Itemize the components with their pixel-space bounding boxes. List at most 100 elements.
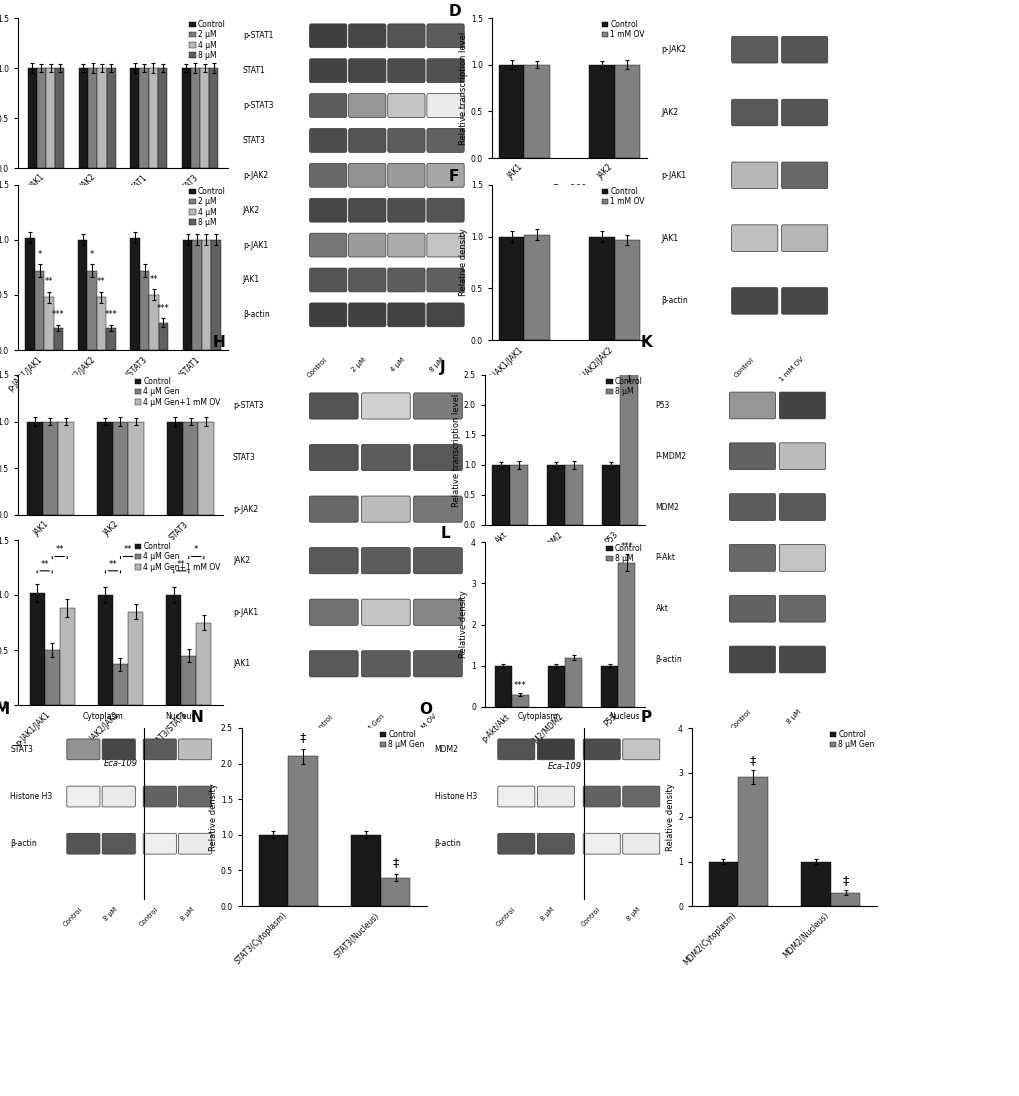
FancyBboxPatch shape bbox=[427, 24, 464, 48]
FancyBboxPatch shape bbox=[387, 269, 425, 292]
Text: Control: Control bbox=[730, 708, 752, 730]
Text: MDM2: MDM2 bbox=[655, 503, 679, 512]
FancyBboxPatch shape bbox=[361, 548, 410, 574]
FancyBboxPatch shape bbox=[309, 163, 346, 187]
Legend: Control, 8 μM Gen: Control, 8 μM Gen bbox=[379, 730, 425, 750]
Text: Histone H3: Histone H3 bbox=[10, 792, 53, 801]
X-axis label: Eca-109: Eca-109 bbox=[552, 386, 586, 395]
Bar bbox=[149, 295, 159, 350]
FancyBboxPatch shape bbox=[309, 445, 358, 470]
Bar bbox=[602, 465, 620, 525]
Legend: Control, 8 μM: Control, 8 μM bbox=[605, 544, 643, 564]
Text: p-STAT3: p-STAT3 bbox=[243, 101, 273, 110]
Text: Control: Control bbox=[580, 906, 601, 927]
FancyBboxPatch shape bbox=[413, 548, 462, 574]
Text: p-JAK2: p-JAK2 bbox=[661, 45, 686, 54]
Bar bbox=[259, 835, 288, 906]
Text: JAK1: JAK1 bbox=[243, 275, 260, 285]
Text: 8 μM: 8 μM bbox=[179, 906, 195, 922]
FancyBboxPatch shape bbox=[67, 739, 100, 760]
Bar bbox=[614, 65, 639, 158]
Text: 4 μM Gen: 4 μM Gen bbox=[358, 713, 385, 741]
Text: **: ** bbox=[55, 546, 64, 555]
Text: **: ** bbox=[109, 560, 117, 569]
Legend: Control, 2 μM, 4 μM, 8 μM: Control, 2 μM, 4 μM, 8 μM bbox=[189, 20, 226, 60]
FancyBboxPatch shape bbox=[537, 833, 574, 854]
FancyBboxPatch shape bbox=[387, 59, 425, 82]
Y-axis label: Relative transcription level: Relative transcription level bbox=[459, 32, 468, 145]
Text: ‡: ‡ bbox=[300, 731, 306, 744]
FancyBboxPatch shape bbox=[623, 833, 659, 854]
Bar bbox=[106, 328, 115, 350]
FancyBboxPatch shape bbox=[731, 287, 777, 315]
Bar bbox=[492, 465, 510, 525]
FancyBboxPatch shape bbox=[361, 600, 410, 626]
Text: **: ** bbox=[177, 560, 185, 569]
Bar bbox=[351, 835, 380, 906]
FancyBboxPatch shape bbox=[729, 392, 774, 419]
Text: O: O bbox=[419, 703, 432, 717]
FancyBboxPatch shape bbox=[731, 100, 777, 126]
Text: ***: *** bbox=[104, 310, 117, 319]
Bar bbox=[800, 861, 829, 906]
FancyBboxPatch shape bbox=[427, 198, 464, 222]
FancyBboxPatch shape bbox=[178, 786, 212, 807]
FancyBboxPatch shape bbox=[537, 739, 574, 760]
Bar bbox=[45, 650, 60, 705]
FancyBboxPatch shape bbox=[309, 269, 346, 292]
X-axis label: Eca-109: Eca-109 bbox=[547, 762, 582, 770]
Text: β-actin: β-actin bbox=[661, 296, 688, 306]
Bar bbox=[565, 658, 582, 707]
Bar bbox=[196, 623, 211, 705]
Text: JAK2: JAK2 bbox=[243, 206, 260, 215]
FancyBboxPatch shape bbox=[387, 163, 425, 187]
Text: Control: Control bbox=[306, 356, 328, 378]
Bar bbox=[130, 238, 140, 350]
Bar bbox=[211, 240, 220, 350]
FancyBboxPatch shape bbox=[731, 36, 777, 64]
Legend: Control, 4 μM Gen, 4 μM Gen+1 mM OV: Control, 4 μM Gen, 4 μM Gen+1 mM OV bbox=[135, 377, 221, 408]
Text: **: ** bbox=[97, 277, 106, 286]
Text: ***: *** bbox=[514, 681, 526, 689]
Bar bbox=[512, 695, 528, 707]
FancyBboxPatch shape bbox=[413, 600, 462, 626]
Bar bbox=[181, 655, 196, 705]
Text: Control: Control bbox=[139, 906, 160, 927]
Bar bbox=[43, 422, 58, 515]
FancyBboxPatch shape bbox=[102, 786, 136, 807]
Text: Nucleus: Nucleus bbox=[608, 712, 639, 721]
Bar bbox=[202, 240, 211, 350]
X-axis label: Eca-109: Eca-109 bbox=[103, 758, 138, 767]
Text: *: * bbox=[194, 546, 199, 555]
Text: JAK1: JAK1 bbox=[661, 233, 679, 242]
Bar bbox=[181, 68, 191, 168]
Text: M: M bbox=[0, 703, 9, 717]
Text: 4 μM: 4 μM bbox=[389, 356, 406, 373]
FancyBboxPatch shape bbox=[309, 233, 346, 256]
Y-axis label: Relative density: Relative density bbox=[459, 229, 468, 296]
FancyBboxPatch shape bbox=[779, 443, 824, 470]
Text: L: L bbox=[440, 525, 449, 540]
Text: P: P bbox=[640, 710, 651, 726]
Bar bbox=[182, 422, 198, 515]
FancyBboxPatch shape bbox=[583, 786, 620, 807]
Bar bbox=[106, 68, 116, 168]
Bar bbox=[88, 68, 97, 168]
FancyBboxPatch shape bbox=[781, 225, 827, 251]
Bar bbox=[140, 68, 149, 168]
Bar bbox=[37, 68, 46, 168]
Bar bbox=[191, 68, 200, 168]
FancyBboxPatch shape bbox=[427, 59, 464, 82]
Text: F: F bbox=[448, 170, 459, 184]
Legend: Control, 8 μM Gen: Control, 8 μM Gen bbox=[828, 730, 874, 750]
Bar bbox=[140, 271, 149, 350]
FancyBboxPatch shape bbox=[361, 496, 410, 522]
FancyBboxPatch shape bbox=[309, 651, 358, 677]
FancyBboxPatch shape bbox=[309, 24, 346, 48]
FancyBboxPatch shape bbox=[348, 24, 385, 48]
Text: 8 μM: 8 μM bbox=[429, 356, 445, 373]
FancyBboxPatch shape bbox=[427, 163, 464, 187]
FancyBboxPatch shape bbox=[348, 59, 385, 82]
Bar bbox=[589, 237, 614, 340]
Y-axis label: Relative transcription level: Relative transcription level bbox=[451, 393, 461, 506]
